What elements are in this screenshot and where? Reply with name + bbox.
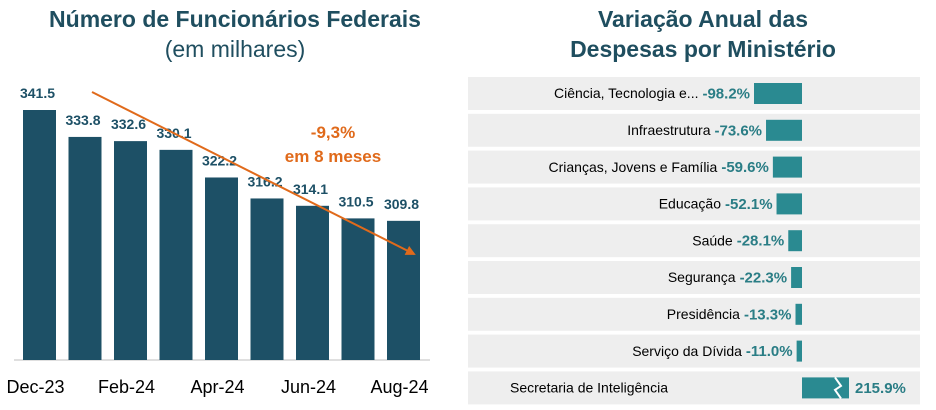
category-label: Secretaria de Inteligência [510, 380, 668, 396]
bar-value-label: 310.5 [338, 193, 373, 209]
right-bar-chart: Ciência, Tecnologia e... -98.2% Infraestru… [468, 77, 920, 405]
row-band [468, 261, 920, 294]
row-band [468, 113, 920, 147]
right-chart-title: Variação Anual das Despesas por Ministér… [470, 4, 936, 64]
row-band [468, 150, 920, 184]
bar [114, 141, 147, 360]
x-tick-label: Aug-24 [370, 377, 428, 397]
bar-value-label: -22.3% [740, 269, 788, 286]
bar-value-label: 322.2 [202, 152, 237, 168]
bar-value-label: -28.1% [737, 233, 785, 250]
bar [205, 177, 238, 360]
bar-value-label: 215.9% [855, 380, 906, 397]
category-label: Crianças, Jovens e Família [548, 159, 717, 175]
row-band [468, 187, 920, 221]
bar [250, 198, 284, 360]
bar [766, 119, 802, 141]
bar-value-label: 316.2 [247, 173, 282, 189]
right-chart-title-line1: Variação Anual das [597, 6, 809, 32]
bar [791, 267, 802, 288]
bar-value-label: -98.2% [702, 85, 750, 102]
bar-value-label: 314.1 [293, 181, 328, 197]
bar [795, 303, 802, 325]
bar-value-label: 333.8 [65, 112, 100, 128]
axis-break-icon [833, 376, 843, 399]
category-label: Serviço da Dívida [632, 343, 742, 359]
bar-value-label: -13.3% [744, 306, 792, 323]
bar [387, 220, 420, 360]
x-tick-label: Feb-24 [98, 377, 155, 397]
right-chart-title-line2: Despesas por Ministério [570, 36, 836, 62]
bar [159, 149, 193, 360]
left-chart-title-line: Número de Funcionários Federais [49, 6, 421, 32]
bar [341, 218, 375, 360]
bar [754, 83, 802, 104]
trend-arrow [91, 91, 416, 255]
category-label: Saúde [692, 232, 733, 248]
bar-value-label: -11.0% [746, 343, 793, 360]
bar [796, 340, 802, 362]
x-tick-label: Dec-23 [6, 377, 64, 397]
bar-value-label: 332.6 [111, 116, 146, 132]
row-band [468, 334, 920, 368]
bar-value-label: -59.6% [721, 159, 769, 176]
annotation-period: em 8 meses [285, 147, 381, 166]
bar [776, 193, 802, 215]
annotation-percent: -9,3% [311, 123, 355, 142]
bar [788, 230, 802, 252]
bar-value-label: 309.8 [384, 196, 419, 212]
category-label: Ciência, Tecnologia e... [554, 85, 699, 101]
bar-value-label: -52.1% [725, 196, 773, 213]
bar [23, 110, 56, 360]
bar [802, 377, 849, 399]
row-band [468, 224, 920, 258]
category-label: Educação [659, 196, 721, 212]
bar-value-label: -73.6% [714, 122, 762, 139]
category-label: Infraestrutura [627, 122, 710, 138]
category-label: Segurança [668, 269, 736, 285]
bar-value-label: 341.5 [20, 85, 55, 101]
x-tick-label: Apr-24 [190, 377, 244, 397]
bar [296, 205, 329, 360]
row-band [468, 297, 920, 331]
bar [772, 156, 802, 178]
bar [68, 136, 102, 360]
row-band [468, 77, 920, 110]
category-label: Presidência [667, 306, 740, 322]
left-bar-chart: 341.5Dec-23333.8332.6Feb-24330.1322.2Apr… [6, 85, 430, 397]
x-tick-label: Jun-24 [281, 377, 336, 397]
left-chart-title: Número de Funcionários Federais (em milh… [0, 4, 470, 64]
left-chart-subtitle: (em milhares) [164, 36, 306, 62]
